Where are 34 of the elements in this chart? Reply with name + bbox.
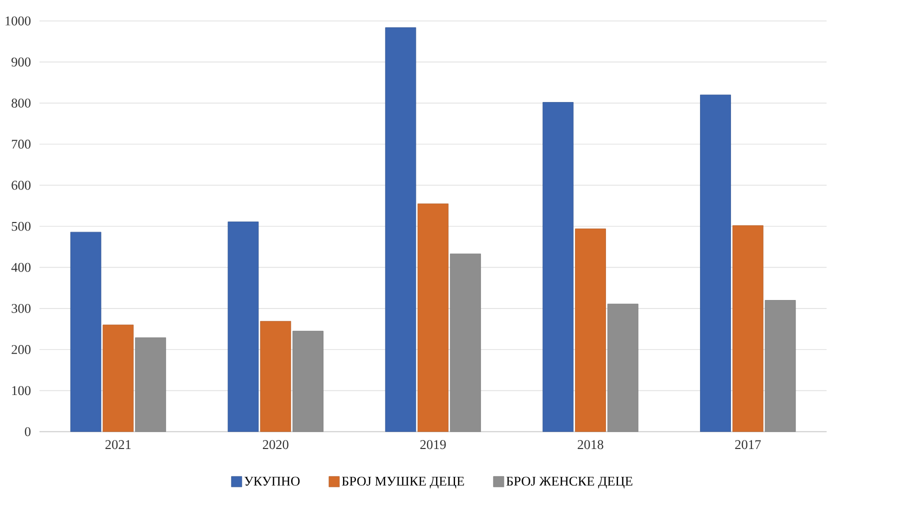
bar (607, 304, 638, 432)
y-tick-label: 600 (12, 180, 31, 190)
bar (102, 324, 134, 432)
y-tick-label: 300 (12, 304, 31, 313)
x-tick-label: 2017 (735, 440, 761, 449)
y-tick-label: 900 (12, 57, 31, 66)
legend-label: БРОЈ ЖЕНСКЕ ДЕЦЕ (506, 476, 632, 488)
bar (260, 320, 292, 432)
bar (70, 232, 102, 432)
bar (542, 102, 574, 432)
y-tick-label: 800 (12, 98, 31, 108)
bar (575, 228, 606, 432)
legend-label: БРОЈ МУШКЕ ДЕЦЕ (342, 476, 464, 488)
bar (764, 300, 796, 432)
y-tick-label: 500 (12, 222, 31, 231)
y-tick-label: 1000 (6, 16, 31, 26)
x-tick-label: 2021 (105, 440, 131, 449)
y-tick-label: 700 (12, 139, 31, 148)
bar (292, 330, 324, 432)
bar (450, 253, 481, 432)
x-tick-label: 2020 (262, 440, 288, 449)
x-tick-label: 2019 (420, 440, 446, 449)
bar (228, 221, 259, 432)
x-tick-label: 2018 (578, 440, 604, 449)
bar (700, 94, 731, 432)
bar (732, 225, 764, 432)
y-tick-label: 400 (11, 262, 31, 272)
y-tick-label: 100 (12, 386, 31, 395)
y-tick-label: 200 (12, 344, 31, 354)
y-tick-label: 0 (24, 426, 31, 436)
legend-label: УКУПНО (244, 476, 300, 486)
bar (135, 337, 166, 432)
bar (385, 27, 416, 432)
bar (418, 203, 448, 432)
